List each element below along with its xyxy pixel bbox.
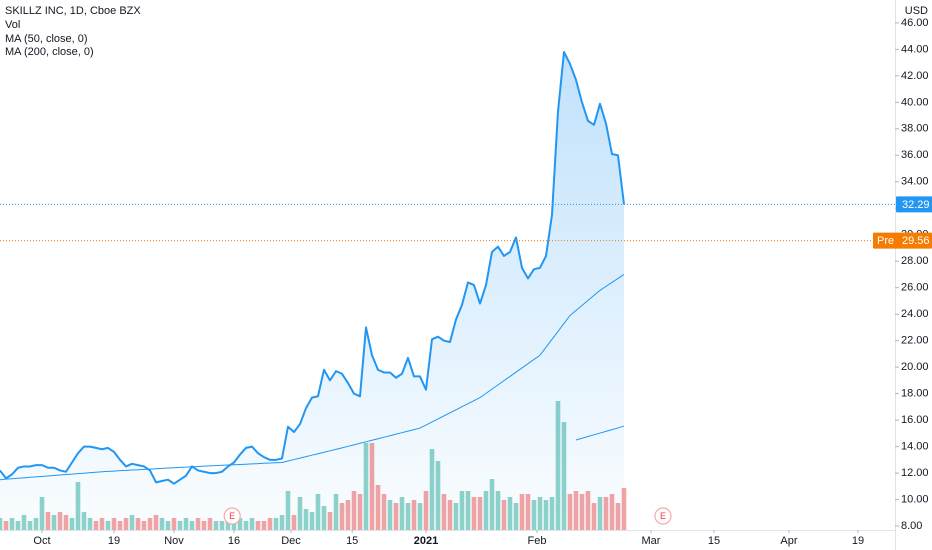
- x-tick-label: Feb: [528, 535, 547, 547]
- y-tick-label: 26.00: [901, 282, 929, 294]
- x-tick-label: Dec: [281, 535, 301, 547]
- legend-entry: Vol: [5, 19, 20, 31]
- y-tick-label: 10.00: [901, 493, 929, 505]
- y-tick-label: 38.00: [901, 123, 929, 135]
- ma-line: [0, 274, 625, 481]
- y-tick-label: 40.00: [901, 96, 929, 108]
- y-tick-label: 8.00: [901, 520, 922, 532]
- plot-back: [0, 52, 627, 530]
- earnings-marker: [654, 507, 672, 525]
- last-price-box: [896, 196, 932, 213]
- y-tick-label: 14.00: [901, 440, 929, 452]
- x-tick-label: 15: [346, 535, 358, 547]
- x-tick-label: Oct: [33, 535, 50, 547]
- y-tick-label: 22.00: [901, 335, 929, 347]
- y-tick-label: 18.00: [901, 388, 929, 400]
- price-line: [0, 51, 625, 485]
- last-price-label: 32.29: [902, 199, 930, 211]
- x-tick-label: 19: [108, 535, 120, 547]
- premarket-label: 29.56: [902, 235, 930, 247]
- earnings-label: E: [229, 511, 235, 521]
- premarket-box: [873, 232, 932, 249]
- y-tick-label: 36.00: [901, 149, 929, 161]
- x-tick-label: 15: [708, 535, 720, 547]
- x-tick-label: 2021: [414, 535, 438, 547]
- x-tick-label: 16: [228, 535, 240, 547]
- earnings-marker: [223, 507, 241, 525]
- y-tick-label: 28.00: [901, 255, 929, 267]
- y-tick-label: 46.00: [901, 17, 929, 29]
- x-tick-label: Mar: [642, 535, 661, 547]
- legend-entry: MA (200, close, 0): [5, 46, 94, 58]
- premarket-tag: Pre: [877, 235, 894, 247]
- earnings-label: E: [660, 511, 666, 521]
- x-tick-label: Apr: [780, 535, 797, 547]
- legend-entry: MA (50, close, 0): [5, 33, 88, 45]
- y-tick-label: 42.00: [901, 70, 929, 82]
- y-tick-label: 16.00: [901, 414, 929, 426]
- x-tick-label: 19: [852, 535, 864, 547]
- chart-title: SKILLZ INC, 1D, Cboe BZX: [5, 5, 141, 17]
- price-area: [0, 52, 624, 530]
- x-tick-label: Nov: [164, 535, 184, 547]
- y-tick-label: 44.00: [901, 43, 929, 55]
- currency-label: USD: [905, 5, 928, 17]
- y-tick-label: 12.00: [901, 467, 929, 479]
- y-tick-label: 20.00: [901, 361, 929, 373]
- ma-line: [575, 425, 625, 441]
- y-tick-label: 24.00: [901, 308, 929, 320]
- y-tick-label: 34.00: [901, 176, 929, 188]
